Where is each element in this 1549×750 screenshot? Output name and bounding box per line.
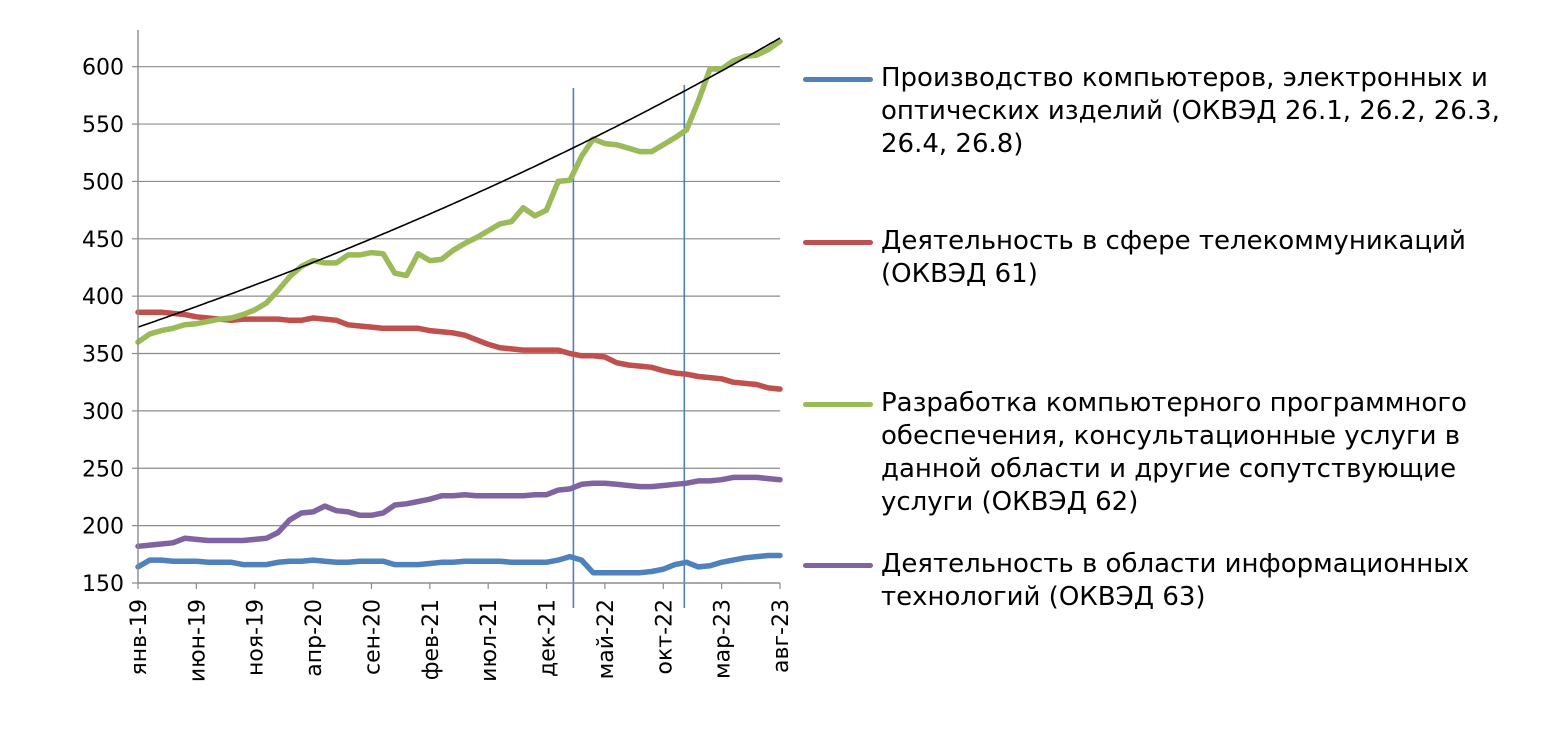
legend-swatch-telecom bbox=[803, 240, 873, 245]
legend-item-software: Разработка компьютерного программного об… bbox=[803, 387, 1521, 519]
x-axis-tick-labels: янв-19 июн-19 ноя-19 апр-20 сен-20 фев-21 июл-… bbox=[127, 599, 794, 682]
x-tick-label: дек-21 bbox=[536, 599, 561, 677]
legend-swatch-computers bbox=[803, 77, 873, 82]
gridlines bbox=[132, 66, 781, 589]
data-series bbox=[135, 38, 783, 576]
x-tick-label: авг-23 bbox=[769, 599, 794, 673]
legend-item-it: Деятельность в области информационных те… bbox=[803, 548, 1521, 614]
y-tick-label: 350 bbox=[82, 343, 124, 368]
y-tick-label: 250 bbox=[82, 457, 124, 482]
y-tick-label: 450 bbox=[82, 228, 124, 253]
y-tick-label: 200 bbox=[82, 515, 124, 540]
x-tick-label: май-22 bbox=[594, 599, 619, 679]
x-tick-label: июл-21 bbox=[477, 599, 502, 682]
trendline-group bbox=[137, 37, 781, 328]
y-tick-label: 500 bbox=[82, 170, 124, 195]
axes bbox=[137, 30, 780, 584]
x-tick-label: сен-20 bbox=[360, 599, 385, 675]
x-tick-label: фев-21 bbox=[419, 599, 444, 680]
y-tick-label: 400 bbox=[82, 285, 124, 310]
trendline bbox=[137, 37, 781, 328]
vertical-marker-lines bbox=[572, 85, 686, 608]
y-axis-tick-labels: 150 200 250 300 350 400 450 500 550 600 bbox=[82, 56, 124, 597]
legend-label-telecom: Деятельность в сфере телекоммуникаций (О… bbox=[881, 226, 1466, 289]
legend-label-software: Разработка компьютерного программного об… bbox=[881, 388, 1467, 517]
x-tick-label: апр-20 bbox=[302, 599, 327, 677]
x-tick-label: окт-22 bbox=[652, 599, 677, 675]
legend-label-it: Деятельность в области информационных те… bbox=[881, 549, 1470, 612]
x-tick-label: ноя-19 bbox=[244, 599, 269, 676]
line-chart: 150 200 250 300 350 400 450 500 550 600 янв-19 июн… bbox=[82, 30, 794, 682]
y-tick-label: 300 bbox=[82, 400, 124, 425]
legend-swatch-it bbox=[803, 563, 873, 568]
series-line-telecom bbox=[135, 309, 783, 392]
y-tick-label: 550 bbox=[82, 113, 124, 138]
y-tick-label: 150 bbox=[82, 572, 124, 597]
legend-item-telecom: Деятельность в сфере телекоммуникаций (О… bbox=[803, 225, 1521, 291]
x-tick-label: янв-19 bbox=[127, 599, 152, 676]
legend-swatch-software bbox=[803, 402, 873, 407]
x-tick-label: июн-19 bbox=[185, 599, 210, 682]
legend-label-computers: Производство компьютеров, электронных и … bbox=[881, 63, 1500, 159]
legend-item-computers: Производство компьютеров, электронных и … bbox=[803, 62, 1521, 161]
series-line-computers bbox=[135, 552, 783, 576]
series-line-it bbox=[135, 474, 783, 550]
x-tick-label: мар-23 bbox=[711, 599, 736, 679]
series-line-software bbox=[135, 38, 783, 345]
y-tick-label: 600 bbox=[82, 56, 124, 81]
